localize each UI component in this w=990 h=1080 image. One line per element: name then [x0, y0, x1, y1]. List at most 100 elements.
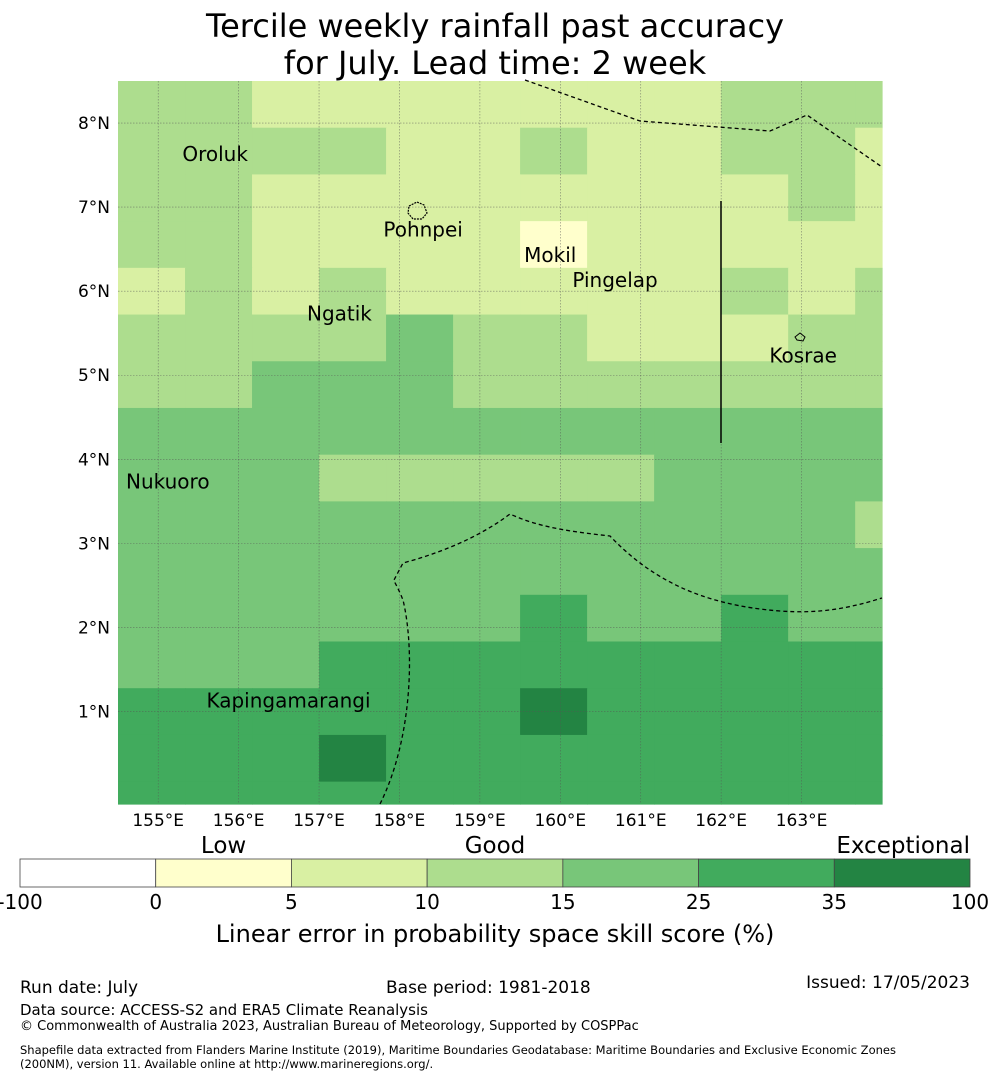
colorbar-tick-labels: -100 0 5 10 15 25 35 100 [0, 890, 989, 914]
grid-cell [185, 407, 253, 456]
latitude-tick-label: 3°N [78, 534, 110, 554]
grid-cell [319, 641, 387, 689]
grid-cell [453, 361, 521, 409]
grid-cell [788, 454, 856, 502]
grid-cell [520, 361, 588, 409]
grid-cell [118, 594, 186, 643]
grid-cell [453, 734, 521, 783]
grid-cell [319, 688, 387, 736]
grid-cell [453, 641, 521, 689]
grid-cell [319, 174, 387, 222]
grid-cell [855, 688, 883, 736]
grid-cell [855, 174, 883, 222]
latitude-tick-label: 5°N [78, 366, 110, 386]
latitude-tick-label: 8°N [78, 114, 110, 134]
grid-cell [520, 221, 588, 269]
grid-cell [855, 221, 883, 269]
colorbar-tick-label: 25 [686, 890, 711, 914]
grid-cell [520, 734, 588, 783]
grid-cell [185, 127, 253, 176]
colorbar-segment [291, 858, 428, 888]
grid-cell [721, 734, 789, 783]
grid-cell [788, 361, 856, 409]
grid-cell [788, 641, 856, 689]
grid-cell [587, 174, 655, 222]
grid-cell [319, 781, 387, 805]
colorbar-segment [426, 858, 564, 888]
grid-cell [520, 594, 588, 643]
grid-cell [788, 407, 856, 456]
grid-cell [788, 734, 856, 783]
grid-cell [587, 734, 655, 783]
grid-cell [319, 734, 387, 783]
grid-cell [453, 407, 521, 456]
grid-cell [587, 594, 655, 643]
grid-cell [319, 594, 387, 643]
longitude-tick-label: 162°E [695, 811, 747, 831]
grid-cell [721, 641, 789, 689]
grid-cell [654, 81, 722, 129]
grid-cell [788, 501, 856, 549]
place-label: Pingelap [572, 268, 657, 292]
grid-cell [118, 454, 186, 502]
grid-cell [386, 548, 454, 596]
grid-cell [252, 267, 320, 316]
grid-cell [185, 314, 253, 362]
grid-cell [654, 174, 722, 222]
grid-cell [118, 501, 186, 549]
longitude-tick-label: 157°E [293, 811, 345, 831]
colorbar-tick-label: 0 [149, 890, 162, 914]
grid-cell [520, 314, 588, 362]
grid-cell [721, 221, 789, 269]
colorbar-tick-label: 35 [822, 890, 847, 914]
grid-cell [252, 407, 320, 456]
grid-cell [252, 734, 320, 783]
grid-cell [386, 641, 454, 689]
grid-cell [453, 81, 521, 129]
longitude-tick-label: 160°E [534, 811, 586, 831]
grid-cell [654, 267, 722, 316]
grid-cell [453, 781, 521, 805]
longitude-tick-label: 155°E [132, 811, 184, 831]
grid-cell [788, 314, 856, 362]
colorbar-axis-label: Linear error in probability space skill … [216, 920, 775, 948]
grid-cell [453, 221, 521, 269]
graticule [118, 81, 882, 804]
grid-cell [185, 501, 253, 549]
grid-cell [252, 221, 320, 269]
place-label: Oroluk [182, 142, 248, 166]
eez-boundary-north [524, 79, 883, 168]
grid-cell [453, 688, 521, 736]
grid-cell [587, 781, 655, 805]
grid-cell [654, 407, 722, 456]
grid-cell [587, 314, 655, 362]
grid-cell [520, 81, 588, 129]
grid-cell [386, 454, 454, 502]
grid-cell [453, 267, 521, 316]
latitude-tick-labels: 8°N 7°N 6°N 5°N 4°N 3°N 2°N 1°N [78, 114, 110, 722]
grid-cell [185, 174, 253, 222]
longitude-tick-label: 163°E [776, 811, 828, 831]
colorbar-category-label: Exceptional [836, 833, 970, 859]
grid-cell [788, 781, 856, 805]
grid-cell [855, 641, 883, 689]
grid-cell [654, 641, 722, 689]
grid-cell [654, 127, 722, 176]
grid-cell [453, 594, 521, 643]
colorbar-tick-label: 100 [951, 890, 989, 914]
grid-cell [721, 454, 789, 502]
grid-cell [386, 594, 454, 643]
grid-cell [721, 314, 789, 362]
place-label: Ngatik [307, 302, 372, 326]
longitude-tick-label: 159°E [454, 811, 506, 831]
grid-cell [252, 548, 320, 596]
grid-cell [118, 734, 186, 783]
grid-cell [855, 734, 883, 783]
longitude-tick-labels: 155°E 156°E 157°E 158°E 159°E 160°E 161°E 162°E… [132, 811, 827, 831]
grid-cell [587, 267, 655, 316]
colorbar-segment [19, 858, 157, 888]
grid-cell [386, 314, 454, 362]
grid-cell [855, 454, 883, 502]
grid-cell [587, 361, 655, 409]
grid-cell [721, 688, 789, 736]
